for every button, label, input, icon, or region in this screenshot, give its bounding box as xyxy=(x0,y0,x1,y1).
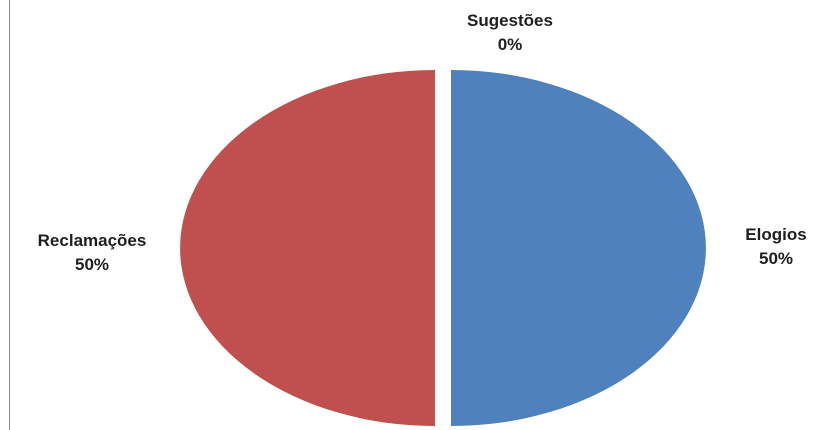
slice-layer xyxy=(180,70,706,426)
slice-percent-reclamacoes: 50% xyxy=(75,255,109,274)
left-border-line xyxy=(9,0,10,430)
pie-slice-reclamacoes xyxy=(180,70,435,426)
slice-percent-elogios: 50% xyxy=(759,249,793,268)
slice-percent-sugestoes: 0% xyxy=(498,35,523,54)
label-layer: Elogios 50% Sugestões 0% Reclamações 50% xyxy=(38,11,807,274)
slice-label-reclamacoes: Reclamações xyxy=(38,231,147,250)
pie-slice-elogios xyxy=(451,70,706,426)
slice-label-elogios: Elogios xyxy=(745,225,806,244)
slice-label-sugestoes: Sugestões xyxy=(467,11,553,30)
